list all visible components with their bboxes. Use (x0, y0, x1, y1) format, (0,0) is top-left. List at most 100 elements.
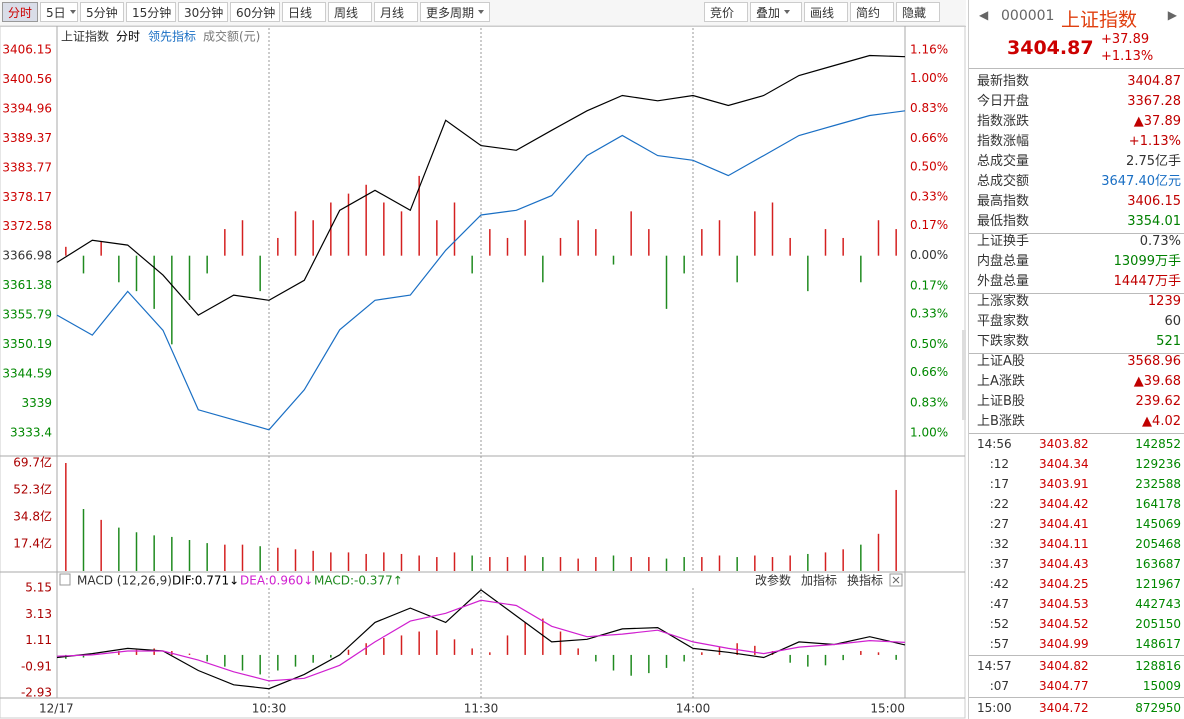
tick-time: :22 (989, 497, 1009, 511)
toolbar-button[interactable]: 画线 (804, 2, 848, 22)
quote-row: 指数涨幅 +1.13% (969, 132, 1184, 152)
tick-row: :22 3404.42 164178 (969, 494, 1184, 514)
quote-row: 外盘总量 14447万手 (969, 272, 1184, 292)
next-arrow[interactable]: ▶ (1167, 8, 1177, 22)
toolbar-button[interactable]: 15分钟 (126, 2, 176, 22)
tick-price: 3404.82 (1039, 659, 1089, 673)
action[interactable]: 加指标 (801, 573, 837, 588)
y-tick-label: 3.13 (25, 607, 52, 621)
macd-label: MACD:-0.377↑ (314, 574, 403, 588)
price: 3404.87 (1007, 37, 1094, 59)
toolbar-button[interactable]: 日线 (282, 2, 326, 22)
tick-price: 3404.77 (1039, 679, 1089, 693)
close-icon (892, 576, 900, 584)
action[interactable]: 改参数 (755, 573, 791, 588)
tick-time: :12 (989, 457, 1009, 471)
toolbar-button[interactable]: 隐藏 (896, 2, 940, 22)
tick-volume: 145069 (1135, 517, 1181, 531)
quote-key: 指数涨幅 (977, 134, 1030, 149)
quote-value: ▲37.89 (1133, 114, 1181, 129)
y-tick-label: 69.7亿 (13, 455, 52, 470)
splitter[interactable] (962, 330, 966, 420)
macd-toggle[interactable] (59, 573, 71, 586)
tick-price: 3404.41 (1039, 517, 1089, 531)
code: 000001 (1001, 8, 1055, 24)
y-tick-label: 3355.79 (2, 308, 52, 322)
tick-price: 3404.11 (1039, 537, 1089, 551)
toolbar-button[interactable]: 叠加 (750, 2, 802, 22)
quote-value: 521 (1156, 334, 1181, 349)
x-tick-label: 15:00 (870, 702, 905, 716)
quote-key: 下跌家数 (977, 334, 1030, 349)
tick-price: 3404.99 (1039, 637, 1089, 651)
tick-time: :47 (989, 597, 1009, 611)
toolbar-button[interactable]: 5日 (40, 2, 78, 22)
tick-row: :37 3404.43 163687 (969, 554, 1184, 574)
y-tick-label: 17.4亿 (13, 536, 52, 551)
toolbar-button[interactable]: 周线 (328, 2, 372, 22)
y-tick-label: 3389.37 (2, 131, 52, 145)
quote-key: 上证B股 (977, 394, 1025, 409)
toolbar-button[interactable]: 更多周期 (420, 2, 490, 22)
y-tick-label: 3361.38 (2, 278, 52, 292)
tick-volume: 128816 (1135, 659, 1181, 673)
quote-key: 最高指数 (977, 194, 1030, 209)
tick-row: :17 3403.91 232588 (969, 474, 1184, 494)
tick-time: 14:56 (977, 437, 1012, 451)
x-tick-label: 10:30 (252, 702, 287, 716)
quote-value: 3647.40亿元 (1101, 174, 1181, 189)
quote-key: 最新指数 (977, 74, 1030, 89)
series-line (56, 599, 906, 682)
quote-value: 1239 (1147, 294, 1181, 309)
quote-row: 上证B股 239.62 (969, 392, 1184, 412)
tick-row: 14:57 3404.82 128816 (969, 656, 1184, 676)
y2-tick-label: 0.83% (910, 395, 948, 409)
quote-row: 上证A股 3568.96 (969, 352, 1184, 372)
quote-row: 最高指数 3406.15 (969, 192, 1184, 212)
quote-key: 上证换手 (977, 234, 1030, 249)
tick-volume: 164178 (1135, 497, 1181, 511)
tick-time: 15:00 (977, 701, 1012, 715)
quote-key: 总成交量 (977, 154, 1030, 169)
separator (969, 233, 1184, 234)
toolbar-button[interactable]: 30分钟 (178, 2, 228, 22)
change: +37.89 (1101, 32, 1150, 47)
quote-row: 上A涨跌 ▲39.68 (969, 372, 1184, 392)
tick-volume: 205468 (1135, 537, 1181, 551)
separator (969, 293, 1184, 294)
toolbar-button[interactable]: 分时 (2, 2, 38, 22)
y2-tick-label: 0.50% (910, 160, 948, 174)
x-tick-label: 12/17 (39, 702, 74, 716)
tick-row: 14:56 3403.82 142852 (969, 434, 1184, 454)
toolbar-button[interactable]: 60分钟 (230, 2, 280, 22)
quote-value: 2.75亿手 (1126, 154, 1181, 169)
quote-row: 最低指数 3354.01 (969, 212, 1184, 232)
separator (969, 697, 1184, 698)
chart-area: 分时 5日 5分钟 15分钟 30分钟 60分钟 日线 周线 月线 更多周期 竞价 叠加 画线 简约 隐藏 … (0, 0, 966, 719)
quote-value: 3568.96 (1127, 354, 1181, 369)
y-tick-label: 5.15 (25, 581, 52, 595)
y-tick-label: 3333.4 (10, 426, 52, 440)
series-legend[interactable]: 领先指标 (148, 29, 196, 44)
y-tick-label: 3350.19 (2, 337, 52, 351)
action[interactable]: 换指标 (847, 573, 883, 588)
toolbar-button[interactable]: 5分钟 (80, 2, 124, 22)
toolbar-button[interactable]: 月线 (374, 2, 418, 22)
tick-volume: 442743 (1135, 597, 1181, 611)
prev-arrow[interactable]: ◀ (979, 8, 989, 22)
tick-price: 3403.82 (1039, 437, 1089, 451)
toolbar-button[interactable]: 竞价 (704, 2, 748, 22)
header-label[interactable]: 分时 (116, 30, 140, 44)
tick-time: :37 (989, 557, 1009, 571)
quote-key: 内盘总量 (977, 254, 1030, 269)
quote-value: ▲4.02 (1142, 414, 1181, 429)
y-tick-label: 3339 (21, 396, 52, 410)
tick-time: :32 (989, 537, 1009, 551)
quote-row: 指数涨跌 ▲37.89 (969, 112, 1184, 132)
toolbar-button[interactable]: 简约 (850, 2, 894, 22)
tick-volume: 121967 (1135, 577, 1181, 591)
quote-value: ▲39.68 (1133, 374, 1181, 389)
y-tick-label: 1.11 (25, 633, 52, 647)
quote-value: 0.73% (1139, 234, 1181, 249)
